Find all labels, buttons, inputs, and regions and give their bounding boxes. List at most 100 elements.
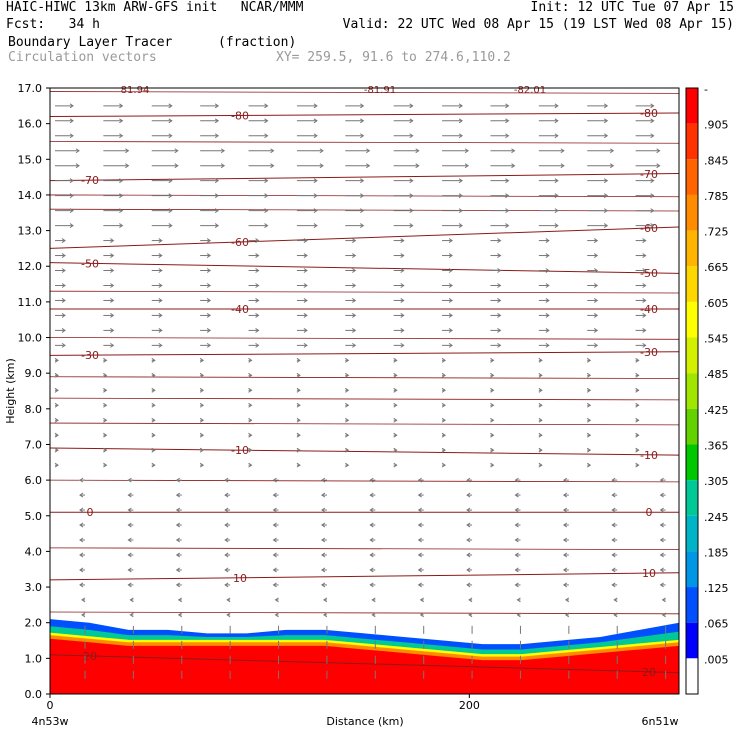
vector-arrow-head [545,238,550,243]
vector-arrow-head [466,537,471,543]
vector-arrow-head [303,313,308,318]
colorbar-label: .485 [704,368,729,381]
vector-arrow-head [214,208,220,214]
vector-arrow-head [497,342,502,348]
vector-arrow-head [603,118,609,124]
vector-arrow-head [206,342,212,348]
vector-arrow-head [224,492,229,498]
vector-arrow-head [158,298,163,303]
vector-arrow-head [360,208,365,214]
vector-arrow-head [538,462,543,468]
vector-arrow-head [409,223,414,229]
vector-arrow-head [514,492,519,498]
vector-arrow-head [545,298,550,303]
vector-arrow-head [214,103,220,109]
vector-arrow-head [199,357,205,363]
y-tick-label: 7.0 [25,438,43,451]
vector-arrow-head [603,178,609,184]
vector-arrow-head [303,327,308,333]
vector-arrow-head [586,432,592,438]
vector-arrow-head [127,477,132,483]
vector-arrow-head [214,223,220,229]
vector-arrow-head [562,537,568,543]
vector-arrow-head [174,163,179,169]
vector-arrow-head [272,582,277,588]
vector-arrow-head [417,492,422,498]
y-tick-label: 4.0 [25,545,43,558]
vector-arrow-head [69,118,74,124]
vector-arrow-head [151,372,156,378]
contour-label: 20 [83,650,97,663]
vector-arrow-head [110,298,115,303]
vector-arrow-head [303,253,308,258]
vector-arrow-head [659,522,664,528]
vector-arrow-head [409,118,414,124]
vector-arrow-head [158,253,163,258]
contour-line [49,226,680,249]
vector-arrow-head [352,298,357,303]
vector-arrow-head [609,148,615,154]
vector-arrow-head [611,477,616,483]
vector-arrow-head [79,582,84,588]
vector-arrow-head [538,402,543,408]
vector-arrow-head [345,432,350,438]
colorbar-label: .905 [704,119,729,132]
vector-arrow-head [511,148,516,154]
vector-arrow-head [323,597,328,603]
y-tick-label: 9.0 [25,367,43,380]
vector-arrow-head [360,133,365,139]
vector-arrow-head [321,567,326,573]
vector-arrow-head [554,103,559,109]
colorbar-swatch [686,480,698,516]
vector-arrow-head [272,537,277,543]
vector-arrow-head [586,357,592,363]
vector-arrow-head [129,597,134,603]
header-title: HAIC-HIWC 13km ARW-GFS init NCAR/MMM [6,0,304,15]
vector-arrow-head [199,372,205,378]
vector-arrow-head [319,148,324,154]
vector-arrow-head [538,447,543,453]
vector-arrow-head [635,462,640,468]
vector-arrow-head [206,298,212,303]
vector-arrow-head [255,342,260,348]
vector-arrow-head [303,342,308,348]
vector-arrow-head [538,372,543,378]
colorbar-swatch [686,230,698,267]
vector-arrow-head [586,447,592,453]
vector-arrow-head [409,208,414,214]
vector-arrow-head [274,612,279,618]
vector-arrow-head [490,462,495,468]
vector-arrow-head [642,253,647,258]
vector-arrow-head [206,327,212,333]
vector-arrow-head [127,522,132,528]
vector-arrow-head [400,268,405,273]
vector-arrow-head [458,178,463,184]
vector-arrow-head [514,537,519,543]
vector-arrow-head [642,283,647,288]
tracer-red-band [50,638,679,694]
vector-arrow-head [369,537,374,543]
vector-arrow-head [468,597,473,603]
vector-arrow-head [360,193,365,199]
vector-arrow-head [248,417,253,423]
vector-arrow-head [562,552,568,558]
vector-arrow-head [69,133,74,139]
vector-arrow-head [393,372,398,378]
vector-arrow-head [642,327,647,333]
x-axis: 0 200 [47,694,480,712]
temperature-contours: -80 -80-70 -70-60-60-50-50-40 -40-30 -30-10-… [49,85,680,679]
vector-arrow-head [400,298,405,303]
cross-section-xy: XY= 259.5, 91.6 to 274.6,110.2 [276,50,511,65]
vector-arrow-head [490,447,495,453]
vector-arrow-head [642,298,647,303]
vector-arrow-head [110,327,115,333]
colorbar-swatch [686,123,698,160]
vector-arrow-head [125,148,130,154]
contour-line [49,141,680,144]
vector-arrow-head [151,447,156,453]
vector-arrow-head [127,507,132,513]
vector-arrow-head [562,522,568,528]
colorbar-label: .425 [704,404,729,417]
contour-label: -30 [81,349,99,362]
